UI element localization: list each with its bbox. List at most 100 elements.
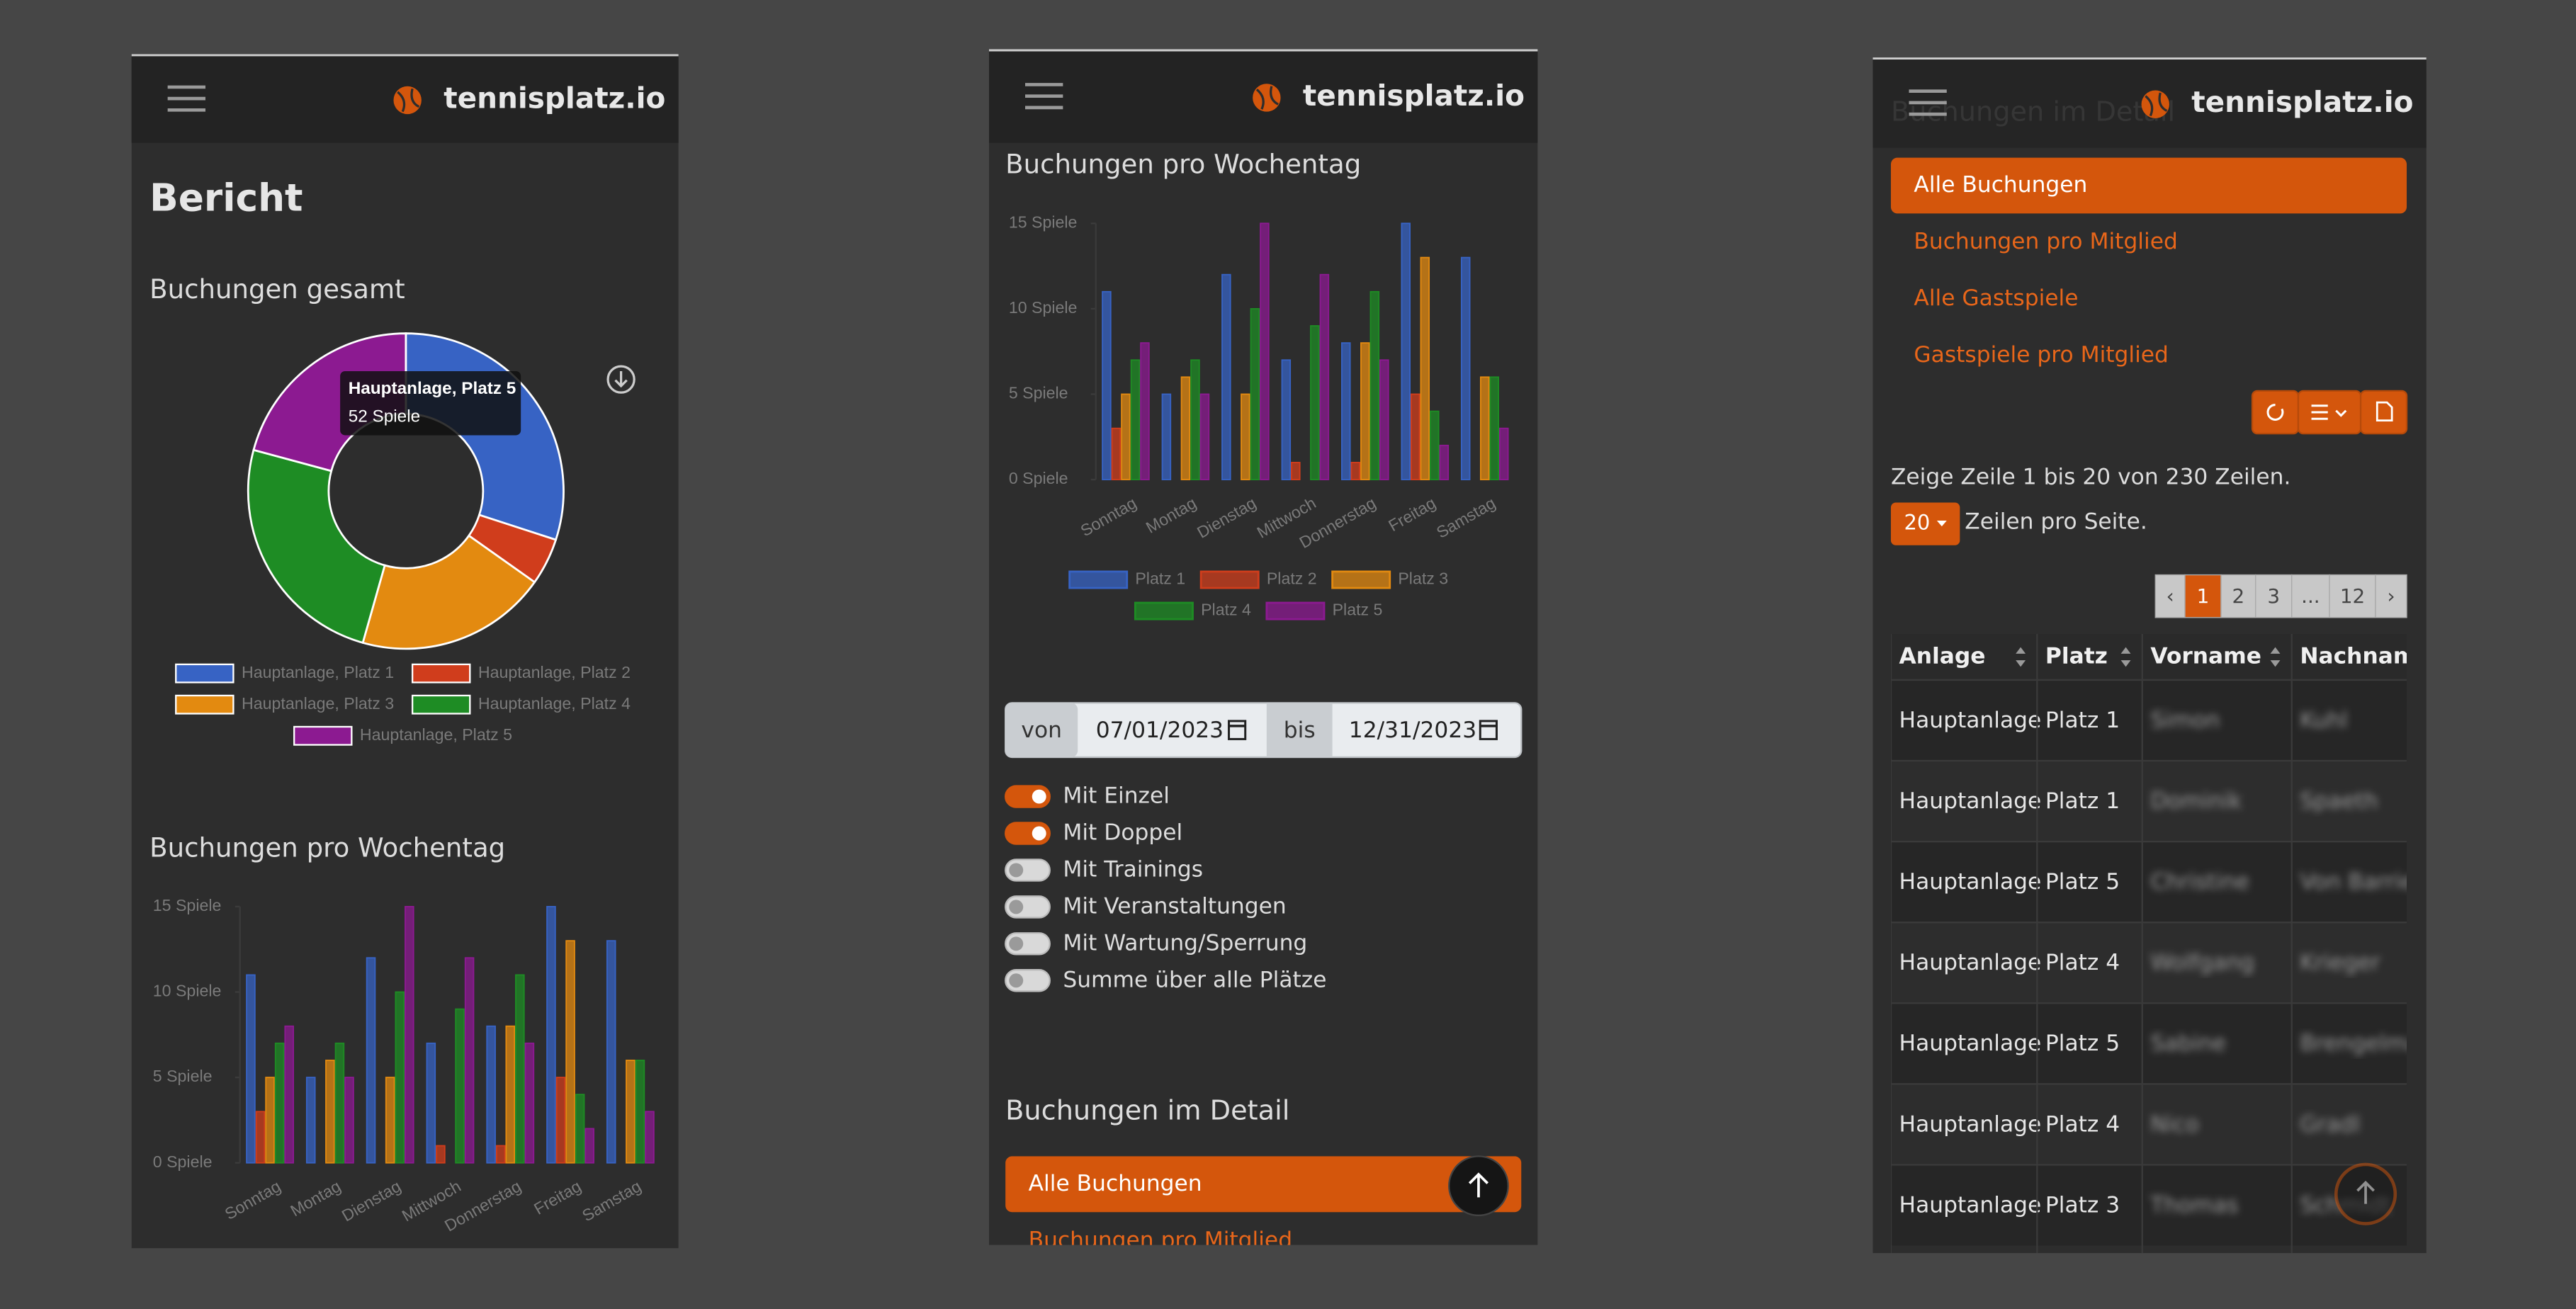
bar <box>1420 256 1430 480</box>
table-cell: Simon <box>2150 708 2220 733</box>
table-cell: Thomas <box>2150 1192 2238 1218</box>
bar <box>626 1060 635 1164</box>
page-size-button[interactable] <box>1890 502 1960 545</box>
date-from[interactable]: 07/01/2023 <box>1096 718 1224 743</box>
bar <box>495 1145 506 1164</box>
page-button[interactable] <box>2375 574 2407 618</box>
bar <box>1241 393 1250 480</box>
bar <box>515 974 525 1164</box>
tab-link[interactable]: Alle Gastspiele <box>1914 285 2078 311</box>
legend-swatch <box>1265 601 1326 620</box>
column-header[interactable]: Anlage <box>1899 643 1986 669</box>
tab-active[interactable] <box>1890 157 2407 214</box>
bar <box>1130 359 1141 480</box>
legend-label: Platz 2 <box>1267 570 1317 588</box>
download-arrow <box>614 371 628 388</box>
page-link[interactable]: ‹ <box>2167 584 2174 608</box>
date-to[interactable]: 12/31/2023 <box>1349 718 1476 743</box>
tooltip <box>340 371 521 436</box>
table-cell: Sabine <box>2150 1031 2226 1056</box>
toolbar-button[interactable] <box>2359 390 2408 435</box>
icon-refresh <box>2266 404 2284 421</box>
bar <box>366 957 376 1164</box>
pie-slice <box>361 534 536 650</box>
toggle-knob <box>1032 789 1046 804</box>
table-row <box>1890 1084 2407 1165</box>
legend-swatch <box>411 663 471 684</box>
page-button[interactable] <box>2255 574 2293 618</box>
bar <box>1281 359 1292 480</box>
bar <box>1310 325 1320 480</box>
table-cell: Hauptanlage <box>1899 1192 2042 1218</box>
bar <box>1401 222 1411 480</box>
legend-swatch <box>1331 570 1391 589</box>
pie-slice <box>247 448 386 645</box>
bar <box>1102 290 1112 480</box>
brand-name[interactable]: tennisplatz.io <box>444 81 665 115</box>
column-header[interactable]: Vorname <box>2150 643 2261 669</box>
bar <box>1260 222 1270 480</box>
tab-link[interactable]: Alle Buchungen <box>1914 172 2087 198</box>
y-tick-label: 5 Spiele <box>153 1067 213 1085</box>
legend-label: Platz 3 <box>1398 570 1448 588</box>
chart-title: Buchungen pro Wochentag <box>149 832 505 863</box>
tab-active[interactable] <box>1005 1156 1522 1213</box>
scroll-top-arrow <box>2356 1180 2375 1204</box>
tab-link[interactable]: Gastspiele pro Mitglied <box>1914 342 2169 368</box>
page-link[interactable]: 2 <box>2232 584 2245 608</box>
bar <box>405 905 414 1164</box>
toggle-label: Mit Veranstaltungen <box>1063 893 1286 919</box>
icon-list <box>2311 404 2347 420</box>
page-link[interactable]: ... <box>2301 584 2320 608</box>
download-button[interactable] <box>606 365 635 394</box>
bar <box>1121 393 1131 480</box>
bar <box>395 991 405 1164</box>
bar <box>1221 273 1231 480</box>
bar <box>455 1008 465 1164</box>
bar <box>575 1094 585 1164</box>
toolbar-button[interactable] <box>2251 390 2300 435</box>
toolbar-button[interactable] <box>2297 390 2362 435</box>
bar <box>505 1025 516 1164</box>
bar <box>334 1042 345 1164</box>
table-cell: Christine <box>2150 869 2249 895</box>
bar <box>1319 273 1330 480</box>
brand-logo-seam <box>1255 86 1279 110</box>
addon-to <box>1266 703 1333 757</box>
table-row <box>1890 679 2407 761</box>
tab-link[interactable]: Buchungen pro Mitglied <box>1914 229 2177 254</box>
y-tick-label: 10 Spiele <box>153 982 222 1000</box>
brand-logo-seam <box>2145 92 2168 117</box>
table-cell: Hauptanlage <box>1899 869 2042 895</box>
bar <box>284 1025 294 1164</box>
table-cell: Hauptanlage <box>1899 708 2042 733</box>
page-button[interactable] <box>2184 574 2222 618</box>
toggle-label: Mit Trainings <box>1063 856 1203 882</box>
bar <box>274 1042 285 1164</box>
page-link[interactable]: 12 <box>2340 584 2365 608</box>
brand-name[interactable]: tennisplatz.io <box>2191 85 2413 119</box>
column-header[interactable]: Nachname <box>2300 643 2431 669</box>
bar <box>344 1077 354 1164</box>
toggle-knob <box>1009 863 1024 878</box>
tab-link[interactable]: Alle Buchungen <box>1029 1171 1202 1196</box>
calendar-icon[interactable] <box>1228 720 1247 740</box>
brand-name[interactable]: tennisplatz.io <box>1303 79 1525 113</box>
page-button[interactable] <box>2154 574 2186 618</box>
column-header[interactable]: Platz <box>2045 643 2108 669</box>
tab-link[interactable]: Buchungen pro Mitglied <box>1029 1228 1292 1253</box>
bar <box>1439 444 1450 480</box>
page-link[interactable]: › <box>2387 584 2395 608</box>
table-cell: Platz 1 <box>2045 788 2120 814</box>
legend-swatch <box>1134 601 1194 620</box>
calendar-icon[interactable] <box>1479 720 1498 740</box>
bar <box>1341 342 1351 480</box>
page-link[interactable]: 1 <box>2197 584 2210 608</box>
y-tick-label: 10 Spiele <box>1009 298 1078 317</box>
page-link[interactable]: 3 <box>2267 584 2280 608</box>
page-size[interactable]: 20 <box>1904 511 1931 535</box>
bar <box>1499 427 1509 480</box>
sort-icon <box>2016 647 2026 667</box>
toggle-label: Mit Einzel <box>1063 783 1170 809</box>
brand-logo <box>1253 84 1281 112</box>
